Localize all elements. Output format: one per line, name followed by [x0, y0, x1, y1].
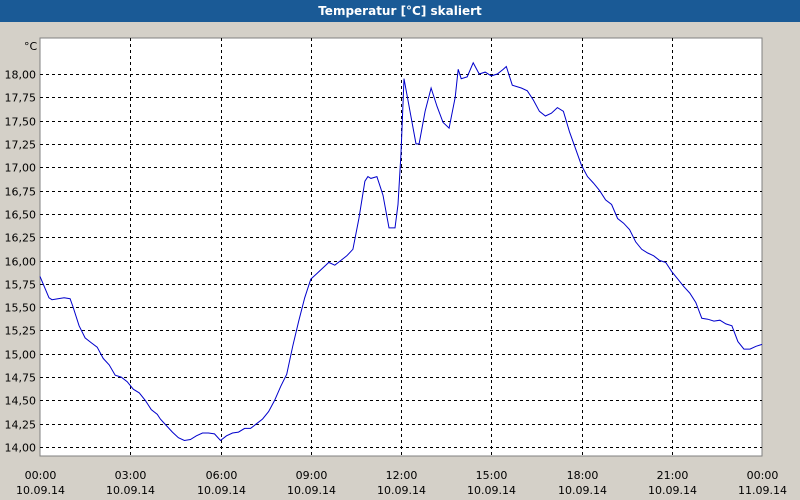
- y-tick-label: 14,50: [5, 395, 37, 408]
- x-tick-date: 10.09.14: [467, 484, 516, 497]
- y-tick-label: 14,00: [5, 442, 37, 455]
- y-axis-ticks: 14,00 14,25 14,50 14,75 15,00 15,25 15,50 15,75…: [5, 69, 37, 455]
- x-tick-time: 00:00: [747, 469, 779, 482]
- x-tick-time: 12:00: [386, 469, 418, 482]
- y-tick-label: 15,75: [5, 279, 37, 292]
- y-tick-label: 15,00: [5, 349, 37, 362]
- y-tick-label: 15,50: [5, 302, 37, 315]
- temperature-series-line: [39, 61, 763, 442]
- x-tick-date: 10.09.14: [377, 484, 426, 497]
- line-chart: 14,00 14,25 14,50 14,75 15,00 15,25 15,50 15,75…: [0, 22, 800, 500]
- window-title: Temperatur [°C] skaliert: [0, 0, 800, 22]
- y-tick-label: 18,00: [5, 69, 37, 82]
- x-tick-date: 10.09.14: [197, 484, 246, 497]
- y-tick-label: 14,25: [5, 419, 37, 432]
- y-tick-label: 16,50: [5, 209, 37, 222]
- x-tick-time: 06:00: [206, 469, 238, 482]
- x-tick-time: 00:00: [25, 469, 57, 482]
- y-tick-label: 17,50: [5, 116, 37, 129]
- y-tick-label: 17,00: [5, 162, 37, 175]
- y-tick-label: 14,75: [5, 372, 37, 385]
- x-tick-date: 10.09.14: [558, 484, 607, 497]
- x-tick-time: 15:00: [476, 469, 508, 482]
- y-tick-label: 17,75: [5, 92, 37, 105]
- x-tick-date: 10.09.14: [16, 484, 65, 497]
- x-axis-ticks: 00:00 10.09.14 03:00 10.09.14 06:00 10.09.14 0…: [16, 469, 787, 497]
- x-tick-time: 21:00: [657, 469, 689, 482]
- x-tick-date: 10.09.14: [648, 484, 697, 497]
- x-tick-date: 10.09.14: [287, 484, 336, 497]
- y-tick-label: 17,25: [5, 139, 37, 152]
- y-tick-label: 16,75: [5, 186, 37, 199]
- x-tick-time: 03:00: [115, 469, 147, 482]
- x-tick-time: 09:00: [296, 469, 328, 482]
- x-tick-date: 10.09.14: [106, 484, 155, 497]
- x-tick-date: 11.09.14: [738, 484, 787, 497]
- y-tick-label: 16,00: [5, 256, 37, 269]
- y-tick-label: 15,25: [5, 325, 37, 338]
- y-tick-label: 16,25: [5, 232, 37, 245]
- y-axis-unit: °C: [24, 40, 38, 53]
- x-tick-time: 18:00: [567, 469, 599, 482]
